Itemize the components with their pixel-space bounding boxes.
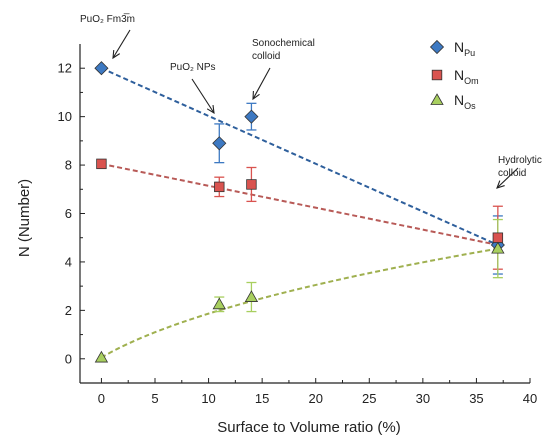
annotation-arrow xyxy=(112,29,131,59)
data-points xyxy=(94,61,505,363)
x-tick-label: 0 xyxy=(98,391,105,406)
annotation-text: PuO₂ NPs xyxy=(170,62,216,73)
legend: NPu NOm NOs xyxy=(429,39,479,111)
axes: 0 5 10 15 20 25 30 35 40 0 2 4 6 8 10 12 xyxy=(58,44,537,406)
annotation-arrowhead xyxy=(252,90,260,101)
legend-diamond-marker xyxy=(429,39,445,55)
triangle-marker xyxy=(244,290,259,302)
x-tick-label: 10 xyxy=(201,391,215,406)
legend-label: NPu xyxy=(454,39,475,58)
trend-curve xyxy=(100,247,499,359)
legend-label: NOs xyxy=(454,92,476,111)
error-bars xyxy=(214,102,503,313)
annotation-arrow xyxy=(252,67,271,100)
y-tick-label: 10 xyxy=(58,109,72,124)
trend-lines xyxy=(100,67,499,359)
triangle-marker xyxy=(212,297,226,310)
square-marker xyxy=(492,232,504,243)
x-tick-label: 25 xyxy=(362,391,376,406)
annotation-text: Sonochemical xyxy=(252,38,315,49)
annotation-arrow xyxy=(191,78,215,114)
y-tick-label: 8 xyxy=(65,158,72,173)
annotation-text: Hydrolytic xyxy=(498,155,542,166)
trend-line xyxy=(101,67,499,246)
annotation-arrowhead xyxy=(206,104,215,115)
annotations: PuO₂ Fm3̅m PuO₂ NPs Sonochemical colloid Hyd… xyxy=(80,13,542,189)
annotation-arrowhead xyxy=(112,49,121,60)
y-tick-label: 2 xyxy=(65,303,72,318)
x-tick-label: 15 xyxy=(255,391,269,406)
square-marker xyxy=(96,158,107,170)
diamond-marker xyxy=(212,136,227,151)
trend-line xyxy=(101,162,499,246)
x-tick-label: 40 xyxy=(523,391,537,406)
x-tick-label: 30 xyxy=(416,391,430,406)
triangle-marker xyxy=(491,241,505,254)
legend-square-marker xyxy=(431,69,443,81)
y-axis-title: N (Number) xyxy=(16,179,33,257)
x-tick-label: 20 xyxy=(308,391,322,406)
x-axis-title: Surface to Volume ratio (%) xyxy=(217,419,400,436)
y-tick-label: 4 xyxy=(65,254,72,269)
x-tick-label: 35 xyxy=(469,391,483,406)
square-marker xyxy=(246,179,257,190)
x-tick-label: 5 xyxy=(151,391,158,406)
square-marker xyxy=(214,181,225,193)
y-tick-label: 6 xyxy=(65,206,72,221)
legend-triangle-marker xyxy=(430,93,444,105)
y-tick-label: 12 xyxy=(58,61,72,76)
diamond-marker xyxy=(94,61,109,76)
triangle-marker xyxy=(94,350,109,363)
annotation-text: PuO₂ Fm3̅m xyxy=(80,13,135,25)
y-tick-label: 0 xyxy=(65,351,72,366)
annotation-text: colloid xyxy=(252,51,280,62)
legend-label: NOm xyxy=(454,67,479,86)
annotation-arrow xyxy=(496,167,519,189)
annotation-arrowhead xyxy=(496,180,505,189)
diamond-marker xyxy=(244,109,259,124)
